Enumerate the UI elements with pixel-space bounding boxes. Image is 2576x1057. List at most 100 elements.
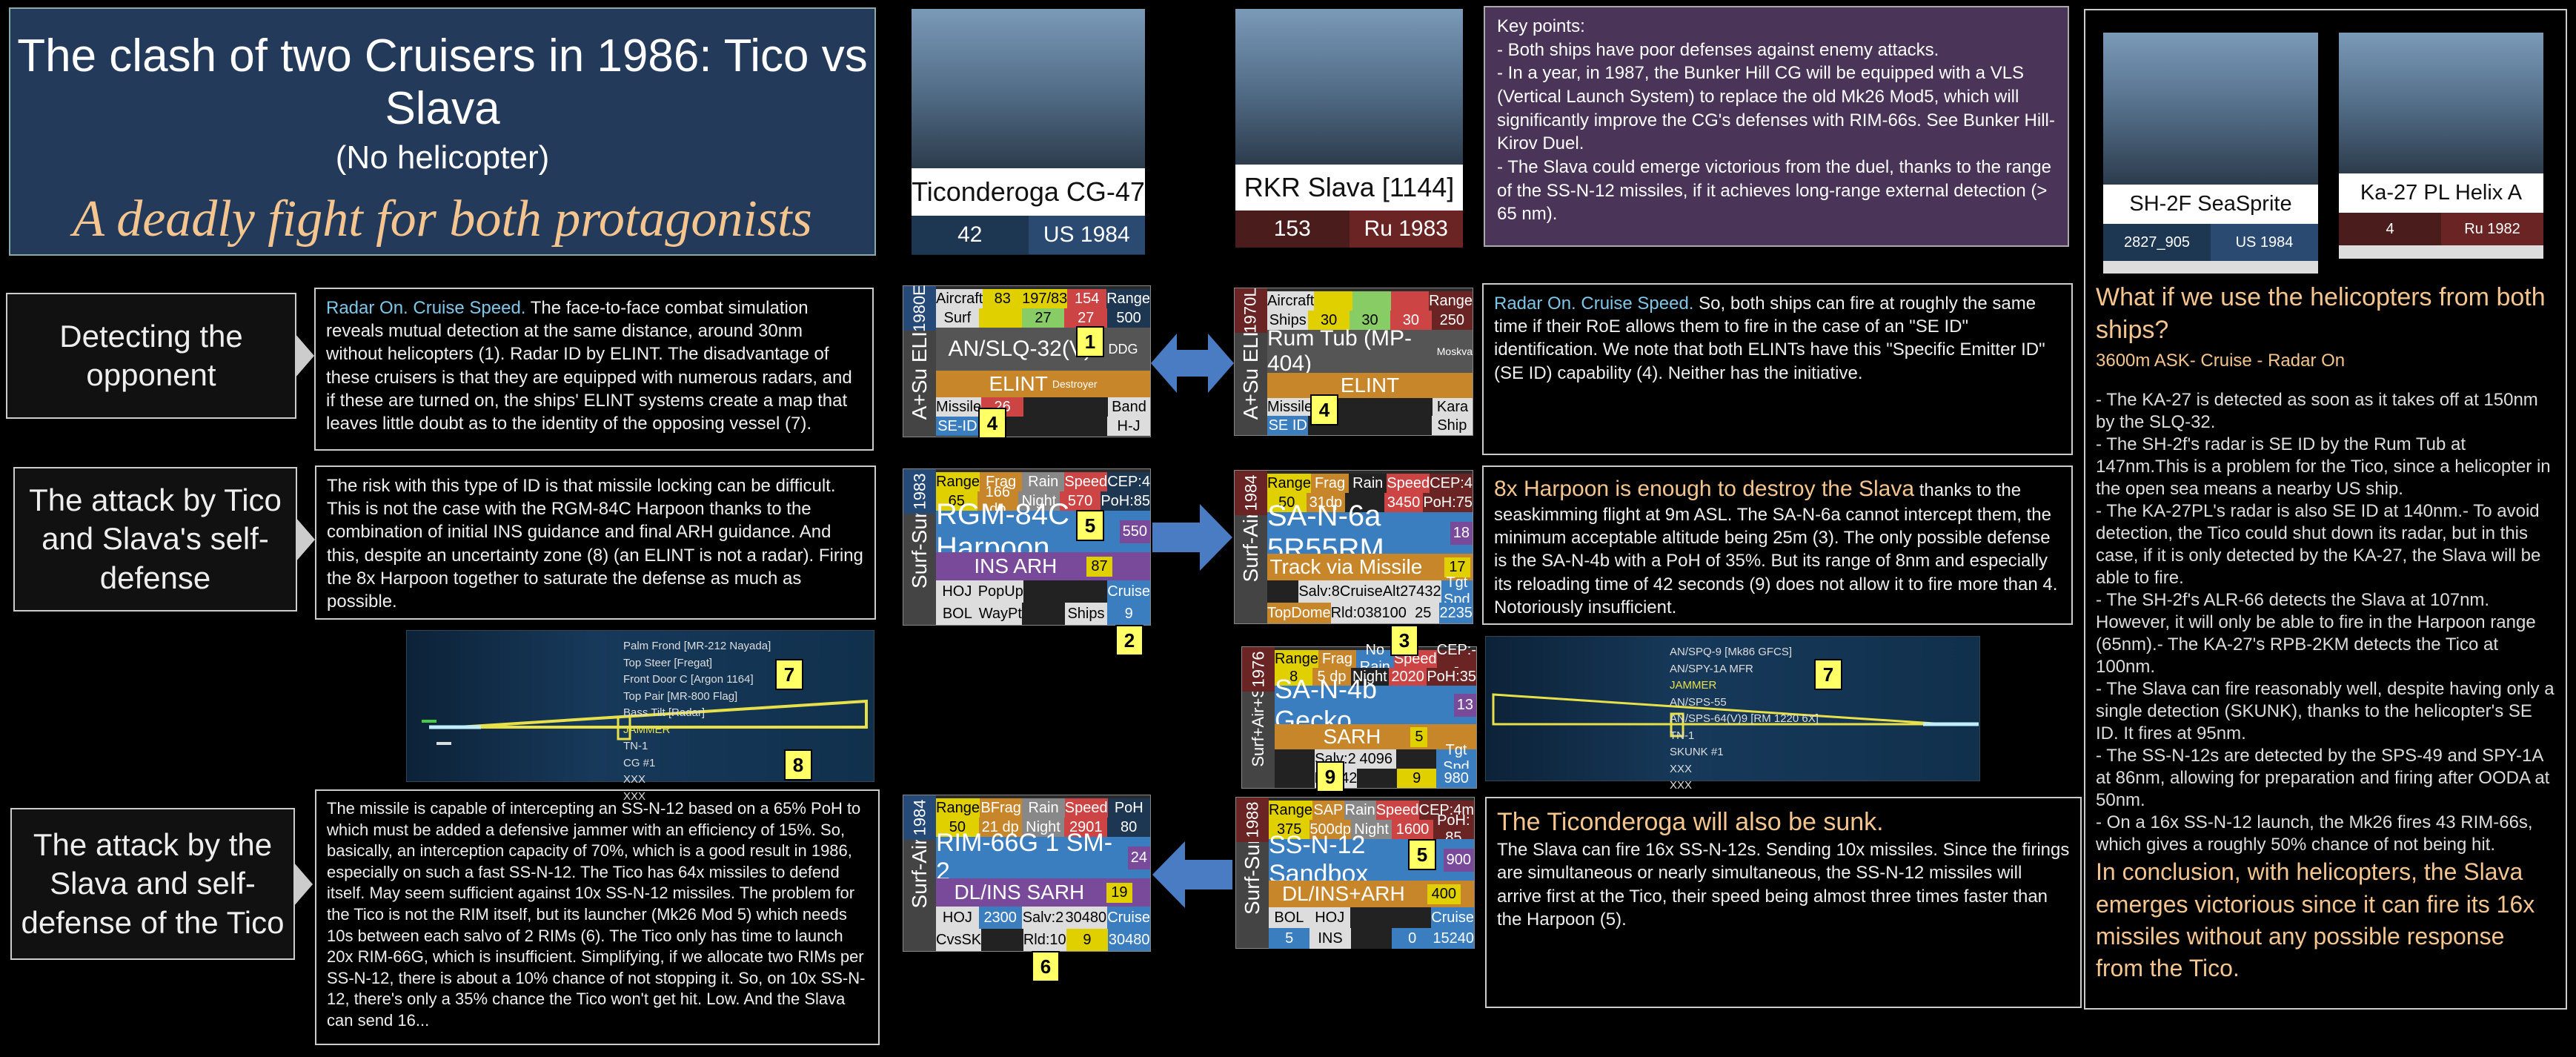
card-row: 50 31dp 3450 PoH:75: [1267, 493, 1473, 512]
card-row: BOL HOJ Cruise: [1269, 907, 1474, 928]
ship-name: RKR Slava [1144]: [1235, 165, 1463, 211]
card-row: HOJ 2300 Salv:2 30480 Cruise: [936, 907, 1150, 929]
text-detect-right: Radar On. Cruise Speed. So, both ships c…: [1482, 283, 2073, 455]
card-cell: Rld:0: [1330, 603, 1366, 623]
card-guidance: Track via Missile 17: [1267, 554, 1473, 580]
card-cell: CvsSK: [936, 929, 982, 951]
card-cell: [1352, 291, 1391, 311]
card-guidance: SARH 5: [1275, 724, 1476, 749]
card-cell: WayPt: [978, 603, 1022, 625]
card-cell: Tgt Spd: [1435, 742, 1477, 775]
card-year-text: 1976: [1249, 651, 1268, 688]
double-arrow-icon: [1151, 334, 1234, 393]
heli-stat-id: 4: [2386, 221, 2394, 237]
card-cell: Frag: [1310, 474, 1350, 493]
card-row: Range SAP Rain Speed CEP:4m: [1269, 801, 1474, 820]
section-label-detecting: Detecting the opponent: [6, 293, 314, 419]
section-label-attack-tico: The attack by Tico and Slava's self-defe…: [13, 467, 315, 612]
card-row: SE-ID H-J: [936, 417, 1150, 436]
card-cell: 250: [1431, 311, 1473, 330]
marker-5b: 5: [1408, 839, 1436, 870]
section-label-attack-slava: The attack by the Slava and self-defense…: [10, 808, 313, 960]
card-year-text: 1984: [910, 799, 929, 836]
unit-marker: [436, 742, 451, 745]
card-cell: Frag: [979, 472, 1023, 491]
marker-8: 8: [784, 749, 812, 781]
card-year: 1980E: [903, 285, 936, 332]
card-cell: BOL: [936, 603, 979, 625]
card-guidance-text: ELINT: [1340, 374, 1400, 397]
heli-image: [2339, 33, 2543, 173]
card-cell: 31dp: [1306, 493, 1346, 512]
card-cell: Band: [1108, 397, 1150, 417]
card-tag: 900: [1443, 848, 1474, 872]
radar-geometry: [1492, 693, 1979, 738]
card-cell: 50: [936, 818, 979, 837]
marker-6: 6: [1032, 951, 1060, 982]
marker-1: 1: [1076, 326, 1104, 357]
heli-image: [2103, 33, 2318, 185]
card-year-text: 1980E: [910, 285, 929, 332]
card-cell: [1390, 291, 1430, 311]
card-guidance-text: ELINT: [989, 372, 1048, 395]
card-cell: PoH: 85: [1433, 812, 1474, 846]
radar-label: Bass Tilt [Radar]: [623, 706, 706, 719]
card-cell: [1357, 769, 1397, 788]
card-cell: Ship: [1431, 416, 1473, 435]
heli-name: SH-2F SeaSprite: [2103, 185, 2318, 224]
card-guidance-text: INS ARH: [974, 554, 1058, 577]
card-cell: 30: [1308, 311, 1350, 330]
radar-emitter-list: Palm Frond [MR-212 Nayada] Top Steer [Fr…: [623, 638, 771, 805]
card-cell: [1395, 749, 1436, 769]
text-detect-left: Radar On. Cruise Speed. The face-to-face…: [314, 288, 874, 451]
highlight-text: 8x Harpoon is enough to destroy the Slav…: [1494, 477, 1915, 501]
key-point: - The Slava could emerge victorious from…: [1497, 157, 2051, 225]
text-defense-right: The Ticonderoga will also be sunk. The Sl…: [1485, 797, 2082, 1008]
card-cell: Aircraft: [1267, 291, 1315, 311]
card-year: 1976: [1242, 647, 1275, 692]
card-row: Ships 30 30 30 250: [1267, 311, 1473, 330]
marker-2: 2: [1115, 625, 1143, 656]
marker-4b: 4: [1310, 394, 1338, 425]
side-subtitle: 3600m ASK- Cruise - Radar On: [2096, 351, 2346, 371]
card-cell: 570: [1059, 491, 1101, 511]
card-year: 1984: [903, 795, 936, 840]
card-cell: 21 dp: [978, 818, 1022, 837]
card-cell: Night: [1350, 668, 1389, 686]
card-cell: 0: [1392, 928, 1433, 949]
card-cell: Cruise: [1107, 580, 1151, 603]
card-cell: 27: [1064, 308, 1108, 328]
ship-image: [1235, 9, 1463, 165]
card-cell: Range: [936, 798, 980, 818]
radar-label: Palm Frond [MR-212 Nayada]: [623, 640, 771, 652]
weapon-card-sa-n-4b: Surf+Air+Surf 1976 Range Frag No Rain Sp…: [1241, 642, 1477, 789]
card-cell: 38100: [1365, 603, 1407, 623]
card-name: Rum Tub (MP-404) Moskva: [1267, 326, 1473, 376]
radar-label: XXX: [623, 773, 646, 786]
card-cell: HOJ: [936, 907, 979, 929]
card-name: RIM-66G 1 SM-2 24: [936, 829, 1150, 886]
card-row: TopDome Rld:0 38100 25 2235: [1267, 603, 1473, 623]
card-guidance: INS ARH 87: [936, 552, 1150, 580]
card-tag: 18: [1450, 521, 1473, 545]
ship-card-slava: RKR Slava [1144] 153 Ru 1983: [1235, 9, 1463, 248]
card-row: Aircraft 83 197/83 154 Range: [936, 289, 1151, 308]
heli-card-helix: Ka-27 PL Helix A 4 Ru 1982: [2339, 33, 2543, 259]
card-cell: 27432: [1400, 580, 1441, 603]
card-cell: H-J: [1107, 417, 1150, 436]
key-points: Key points: - Both ships have poor defen…: [1484, 6, 2069, 247]
card-cell: Rain: [1022, 798, 1065, 818]
card-year-text: 1984: [1241, 474, 1261, 511]
ship-stat-points: 153: [1273, 216, 1311, 241]
card-side-text: Surf-Air: [1239, 511, 1262, 583]
card-cell: 9: [1066, 929, 1109, 951]
card-guidance: ELINT: [1267, 373, 1473, 398]
card-cell: Salv:2: [1021, 907, 1065, 929]
weapon-card-rim-66g: Surf-Air 1984 Range BFrag Rain Speed PoH…: [903, 795, 1151, 952]
card-cell: 8: [1275, 668, 1313, 686]
text-attack-right: 8x Harpoon is enough to destroy the Slav…: [1482, 465, 2073, 625]
card-cell: 197/83: [1022, 289, 1068, 308]
ship-stats: 153 Ru 1983: [1235, 211, 1463, 248]
card-cell: 3450: [1384, 493, 1424, 512]
radar-label: TN-1: [1670, 729, 1695, 742]
